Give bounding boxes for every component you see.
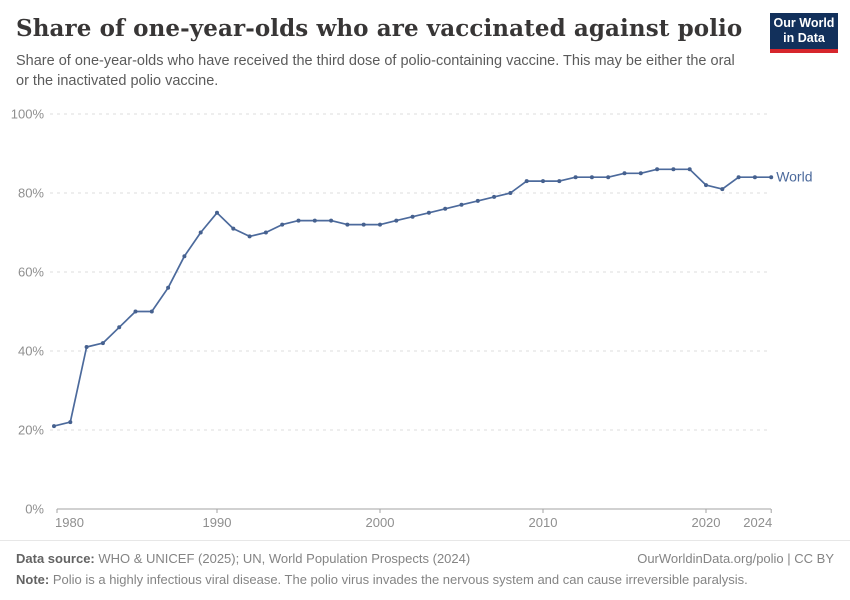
data-point[interactable] bbox=[704, 183, 708, 188]
y-tick-label: 0% bbox=[25, 502, 44, 517]
data-point[interactable] bbox=[557, 179, 562, 184]
data-point[interactable] bbox=[68, 420, 73, 425]
data-point[interactable] bbox=[329, 218, 334, 223]
data-point[interactable] bbox=[508, 191, 513, 195]
data-point[interactable] bbox=[720, 187, 725, 192]
data-point[interactable] bbox=[426, 210, 431, 215]
data-point[interactable] bbox=[100, 341, 105, 346]
data-point[interactable] bbox=[475, 198, 480, 203]
data-point[interactable] bbox=[117, 325, 122, 330]
page-title: Share of one-year-olds who are vaccinate… bbox=[16, 15, 743, 42]
world-line bbox=[53, 168, 772, 427]
chart-header: Share of one-year-olds who are vaccinate… bbox=[16, 14, 756, 91]
data-point[interactable] bbox=[52, 424, 56, 429]
data-point[interactable] bbox=[671, 167, 676, 172]
data-point[interactable] bbox=[231, 226, 236, 231]
owid-logo-line1: Our World bbox=[773, 16, 835, 30]
x-tick-label: 2010 bbox=[529, 515, 558, 530]
note-text: Polio is a highly infectious viral disea… bbox=[49, 572, 748, 587]
data-point[interactable] bbox=[687, 167, 692, 172]
owid-link[interactable]: OurWorldinData.org/polio | CC BY bbox=[637, 551, 834, 566]
data-point[interactable] bbox=[394, 218, 399, 223]
data-source-line: Data source: WHO & UNICEF (2025); UN, Wo… bbox=[16, 548, 470, 569]
data-source-label: Data source: bbox=[16, 551, 95, 566]
data-point[interactable] bbox=[638, 171, 643, 176]
data-point[interactable] bbox=[198, 230, 203, 235]
data-point[interactable] bbox=[655, 167, 660, 172]
data-point[interactable] bbox=[378, 222, 382, 227]
data-source-text: WHO & UNICEF (2025); UN, World Populatio… bbox=[94, 551, 471, 566]
data-point[interactable] bbox=[443, 206, 448, 211]
data-point[interactable] bbox=[524, 179, 529, 184]
data-point[interactable] bbox=[541, 179, 545, 184]
data-point[interactable] bbox=[84, 345, 89, 349]
data-point[interactable] bbox=[736, 175, 741, 180]
data-point[interactable] bbox=[361, 222, 366, 227]
data-point[interactable] bbox=[589, 175, 594, 180]
data-point[interactable] bbox=[166, 285, 171, 290]
data-point[interactable] bbox=[280, 222, 285, 227]
footer-divider bbox=[0, 540, 850, 541]
data-point[interactable] bbox=[573, 175, 578, 180]
x-tick-label: 2000 bbox=[366, 515, 395, 530]
x-tick-label: 2024 bbox=[743, 515, 772, 530]
data-point[interactable] bbox=[247, 234, 252, 239]
owid-logo-line2: in Data bbox=[783, 31, 825, 45]
x-tick-label: 1980 bbox=[55, 515, 84, 530]
data-point[interactable] bbox=[410, 214, 415, 219]
owid-logo[interactable]: Our World in Data bbox=[770, 13, 838, 53]
data-point[interactable] bbox=[769, 175, 774, 180]
data-point[interactable] bbox=[296, 218, 301, 223]
y-tick-label: 40% bbox=[18, 344, 44, 359]
y-tick-label: 100% bbox=[11, 107, 45, 122]
data-point[interactable] bbox=[215, 210, 219, 215]
data-point[interactable] bbox=[263, 230, 268, 235]
data-point[interactable] bbox=[492, 194, 497, 199]
chart-footer: Data source: WHO & UNICEF (2025); UN, Wo… bbox=[16, 548, 834, 590]
x-tick-label: 2020 bbox=[692, 515, 721, 530]
data-point[interactable] bbox=[459, 202, 464, 207]
note-label: Note: bbox=[16, 572, 50, 587]
y-tick-label: 60% bbox=[18, 265, 44, 280]
data-point[interactable] bbox=[149, 309, 154, 314]
data-point[interactable] bbox=[345, 222, 350, 227]
y-tick-label: 80% bbox=[18, 186, 44, 201]
data-point[interactable] bbox=[752, 175, 757, 180]
data-point[interactable] bbox=[312, 218, 317, 223]
chart-subtitle: Share of one-year-olds who have received… bbox=[16, 53, 735, 89]
data-point[interactable] bbox=[133, 309, 138, 314]
data-point[interactable] bbox=[182, 254, 187, 259]
data-point[interactable] bbox=[622, 171, 627, 176]
series-label[interactable]: World bbox=[776, 169, 812, 185]
data-point[interactable] bbox=[606, 175, 611, 180]
x-tick-label: 1990 bbox=[203, 515, 232, 530]
y-tick-label: 20% bbox=[18, 423, 44, 438]
